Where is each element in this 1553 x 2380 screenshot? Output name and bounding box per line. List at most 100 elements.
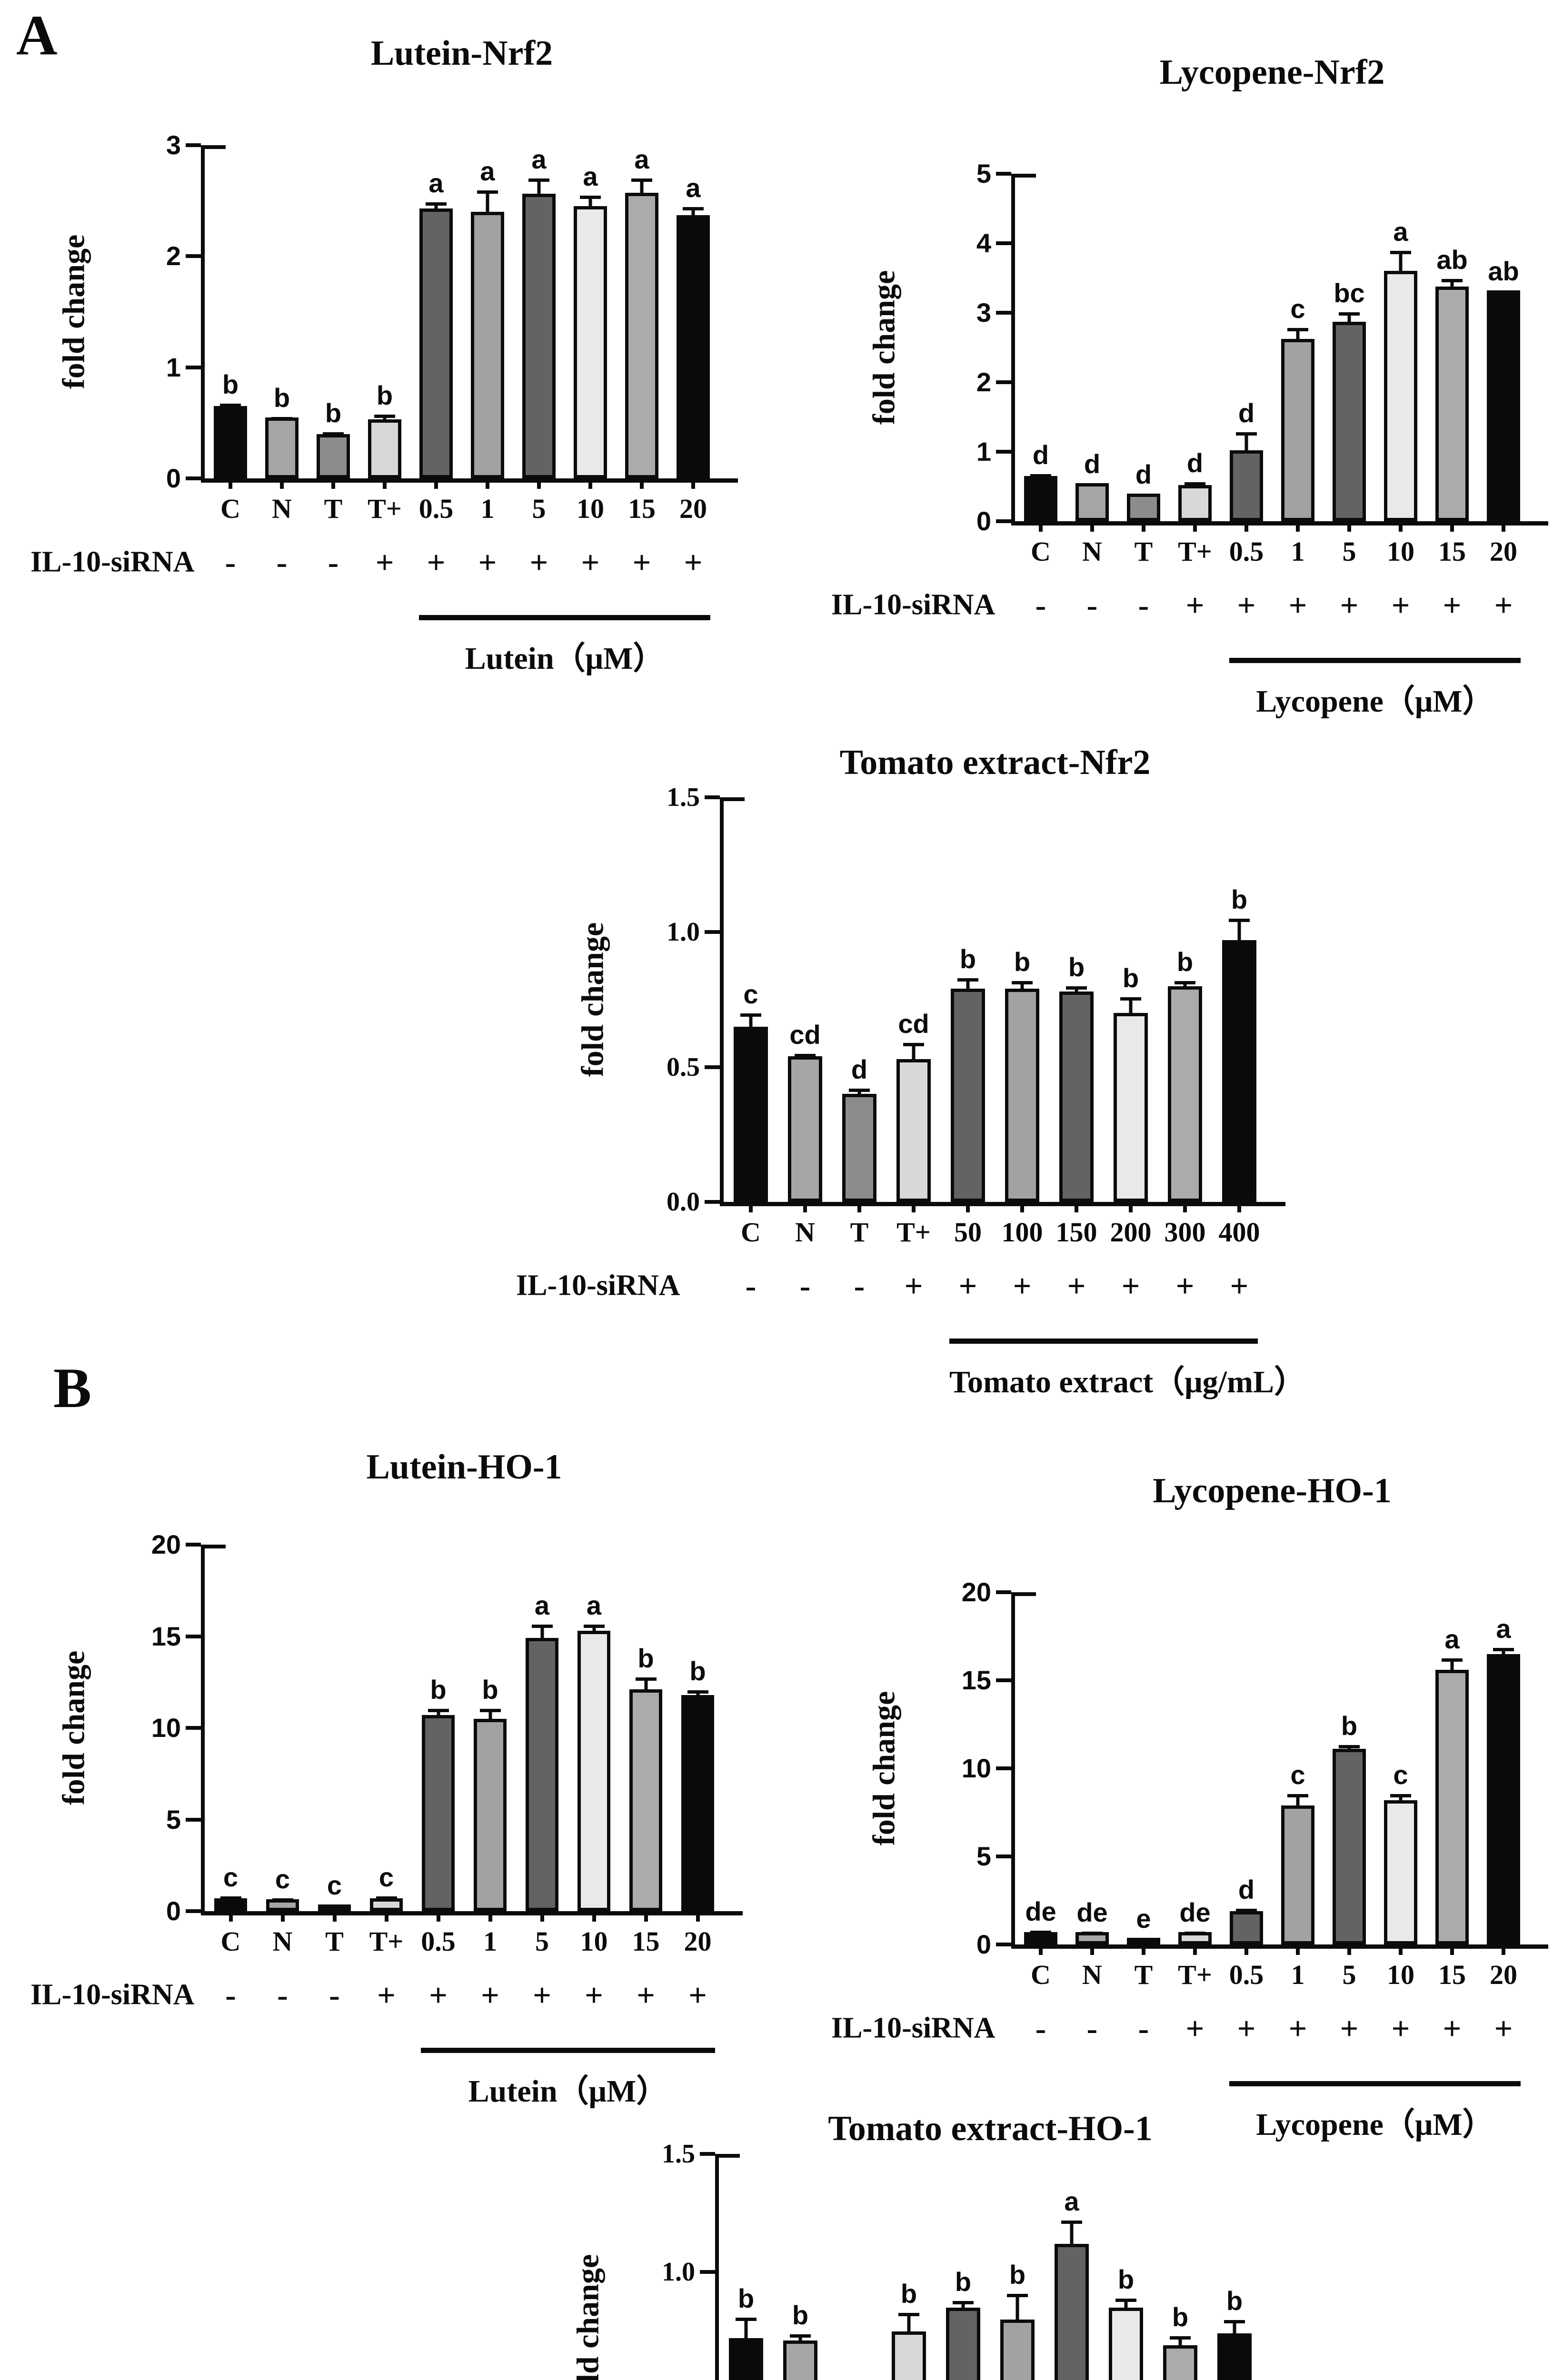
x-tick-mark	[1039, 521, 1043, 532]
x-axis-line	[1011, 1944, 1548, 1949]
significance-letter: a	[1064, 2186, 1079, 2217]
x-tick-label: 1	[480, 493, 495, 524]
y-axis-title: fold change	[858, 174, 910, 521]
bars-row: d d d d d c bc a ab ab	[1015, 174, 1529, 521]
x-tick-mark	[1142, 521, 1145, 532]
treatment-row-label: IL-10-siRNA	[30, 545, 195, 578]
x-category-N: N	[1066, 1944, 1118, 1991]
dose-range-underline	[1229, 658, 1521, 663]
bar	[1075, 483, 1109, 521]
bar-slot-C: b	[205, 145, 256, 478]
chart-title: Lutein-HO-1	[366, 1448, 562, 1487]
x-tick-mark	[229, 1911, 233, 1922]
x-tick-mark	[1399, 521, 1403, 532]
treatment-row: IL-10-siRNA - - - + + + + + + +	[29, 541, 747, 584]
y-tick-mark	[996, 1766, 1011, 1770]
treatment-symbols: - - - + + + + + + +	[1015, 584, 1529, 626]
error-bar	[1175, 981, 1195, 989]
treatment-row: IL-10-siRNA - - - + + + + + + +	[29, 1973, 752, 2016]
x-category-N: N	[778, 1202, 832, 1248]
bar	[728, 2338, 764, 2380]
bar	[1222, 940, 1257, 1202]
bar	[214, 406, 247, 478]
y-tick-label: 0	[166, 463, 181, 493]
significance-letter: a	[428, 168, 444, 198]
bar-slot-0.5: d	[1221, 174, 1272, 521]
treatment-symbol: +	[429, 1976, 448, 2013]
treatment-symbol: +	[1230, 1267, 1249, 1304]
treatment-symbol: +	[1121, 1267, 1140, 1304]
y-tick-label: 20	[151, 1529, 181, 1559]
treatment-symbol: +	[684, 544, 703, 580]
significance-letter: b	[376, 380, 393, 411]
bar-slot-C: de	[1015, 1592, 1066, 1944]
bar	[1178, 485, 1212, 521]
x-tick-mark	[1237, 1202, 1241, 1212]
bar	[1217, 2333, 1252, 2380]
x-category-200: 200	[1104, 1202, 1158, 1248]
bar	[1281, 1805, 1314, 1944]
y-tick-label: 15	[961, 1665, 991, 1695]
x-tick-label: N	[272, 1926, 293, 1957]
y-axis-title: fold change	[48, 145, 100, 478]
bar	[783, 2340, 818, 2380]
x-tick-mark	[488, 1911, 492, 1922]
error-bar	[1185, 482, 1205, 488]
bar	[1333, 321, 1366, 521]
bar	[471, 212, 504, 478]
y-tick-mark	[996, 519, 1011, 523]
error-bar	[376, 1896, 397, 1901]
significance-letter: cd	[898, 1009, 929, 1039]
bar-slot-20: a	[667, 145, 719, 478]
error-bar	[477, 190, 498, 215]
x-tick-mark	[1020, 1202, 1024, 1212]
x-tick-label: 20	[1490, 536, 1517, 567]
significance-letter: b	[1117, 2264, 1135, 2295]
x-tick-label: C	[220, 1926, 241, 1957]
bar	[1059, 992, 1094, 1202]
bar-slot-5: a	[513, 145, 565, 478]
x-tick-mark	[640, 478, 644, 489]
bar	[1005, 989, 1040, 1202]
y-axis-top-cap	[201, 145, 226, 149]
y-tick-label: 2	[166, 241, 181, 271]
significance-letter: d	[851, 1054, 868, 1085]
x-tick-label: 5	[535, 1926, 549, 1957]
x-category-20: 20	[667, 478, 719, 525]
bar	[1487, 290, 1520, 521]
y-tick-mark	[996, 172, 1011, 176]
x-tick-label: 15	[1438, 536, 1466, 567]
error-bar	[1030, 474, 1051, 479]
x-tick-mark	[1296, 1944, 1300, 1955]
error-bar	[1185, 1931, 1205, 1935]
x-tick-mark	[1075, 1202, 1078, 1212]
plot-area: fold change 0 1 2 3 b b b b a a a a a a	[56, 130, 738, 493]
y-tick-mark	[705, 930, 720, 934]
plot-area: fold change 0 5 10 15 20 de de e de d c b c a a	[866, 1577, 1548, 1959]
x-tick-mark	[1347, 1944, 1351, 1955]
significance-letter: a	[1496, 1614, 1511, 1644]
treatment-symbol: -	[277, 1976, 288, 2013]
x-tick-mark	[1502, 1944, 1505, 1955]
y-tick-label: 1.0	[662, 2257, 695, 2287]
bar-slot-N: b	[256, 145, 308, 478]
error-bar	[426, 202, 447, 211]
significance-letter: c	[743, 979, 758, 1009]
significance-letter: a	[1444, 1624, 1460, 1655]
bar-slot-150: a	[1045, 2154, 1099, 2380]
x-tick-label: 0.5	[421, 1926, 456, 1957]
error-bar	[583, 1624, 605, 1634]
treatment-symbol: +	[1185, 2010, 1205, 2046]
x-category-15: 15	[1426, 521, 1478, 567]
treatment-symbol: +	[377, 1976, 396, 2013]
bar	[1435, 1669, 1469, 1944]
x-category-5: 5	[1324, 1944, 1375, 1991]
x-labels-row: C N T T+ 0.5 1 5 10 15 20	[205, 1911, 724, 1957]
bars-row: de de e de d c b c a a	[1015, 1592, 1529, 1944]
x-tick-mark	[280, 478, 284, 489]
treatment-symbol: +	[585, 1976, 603, 2013]
x-tick-label: T	[324, 493, 343, 524]
error-bar	[740, 1013, 761, 1030]
significance-letter: e	[1136, 1904, 1151, 1934]
